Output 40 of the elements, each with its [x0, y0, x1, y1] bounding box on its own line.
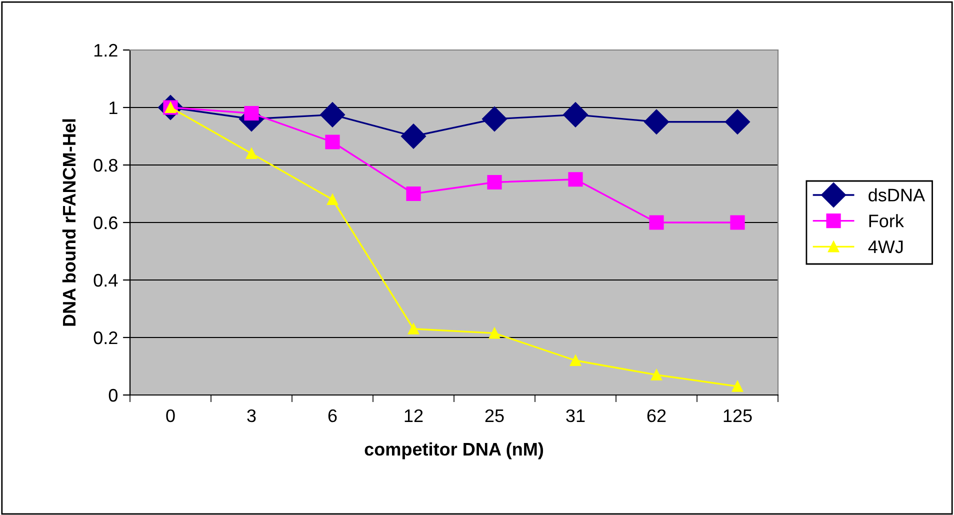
point	[487, 174, 502, 190]
x-tick-label: 0	[166, 409, 175, 422]
y-tick-label: 0.8	[94, 158, 118, 172]
legend-label: Fork	[869, 214, 904, 228]
y-axis-title: DNA bound rFANCM-Hel	[62, 119, 76, 326]
y-tick-label: 0.4	[94, 274, 118, 287]
x-axis-title: competitor DNA (nM)	[364, 442, 544, 460]
point	[408, 323, 420, 334]
point	[326, 194, 338, 206]
point	[320, 102, 345, 128]
legend-label: 4WJ	[868, 240, 903, 254]
x-tick-label: 31	[566, 409, 585, 422]
x-tick-label: 6	[328, 409, 337, 422]
point	[732, 380, 744, 392]
point	[401, 124, 426, 149]
point	[568, 172, 583, 187]
x-tick-label: 25	[485, 409, 504, 422]
x-tick-label: 125	[724, 409, 752, 422]
y-tick-label: 1	[110, 102, 118, 114]
point	[246, 148, 258, 160]
y-tick-label: 1.2	[94, 44, 118, 57]
point	[725, 109, 750, 134]
x-tick-label: 3	[247, 409, 256, 422]
point	[563, 102, 588, 128]
point	[730, 215, 745, 230]
legend-label: dsDNA	[868, 188, 926, 202]
y-tick-label: 0.6	[94, 216, 118, 230]
point	[406, 186, 421, 202]
point	[325, 134, 340, 150]
point	[482, 106, 507, 132]
x-tick-label: 62	[647, 409, 666, 422]
y-tick-label: 0.2	[94, 331, 118, 344]
point	[570, 354, 582, 366]
point	[244, 106, 259, 121]
point	[488, 328, 500, 339]
point	[649, 215, 664, 230]
point	[650, 369, 662, 380]
y-tick-label: 0	[108, 388, 118, 402]
point	[644, 109, 669, 134]
x-tick-label: 12	[404, 409, 423, 422]
